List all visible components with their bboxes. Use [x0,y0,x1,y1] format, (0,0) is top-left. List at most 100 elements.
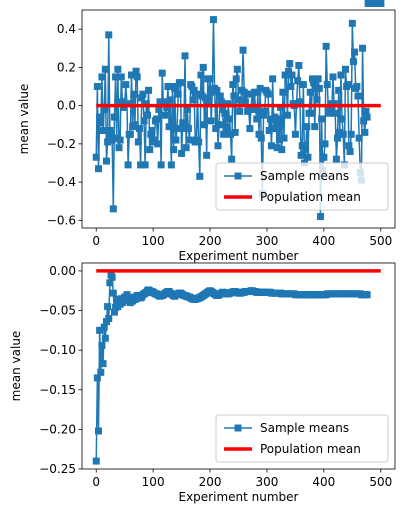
top-sample-mean-point [253,115,261,123]
top-sample-mean-point [120,104,128,112]
bottom-x-tick-label-200: 200 [199,475,222,489]
top-x-tick-label-400: 400 [312,234,335,248]
top-sample-mean-point [355,134,363,142]
top-sample-mean-point [283,111,291,119]
top-sample-mean-point [134,138,142,146]
top-y-tick-label-5: 0.4 [57,22,76,36]
top-sample-mean-point [302,146,310,154]
top-sample-mean-point [116,136,124,144]
top-sample-mean-point [128,71,136,79]
top-sample-mean-point [173,125,181,133]
top-sample-mean-point [174,90,182,98]
top-sample-mean-point [154,140,162,148]
top-sample-mean-point [363,113,371,121]
bottom-sample-mean-point [99,360,107,368]
top-sample-mean-point [95,165,102,173]
top-sample-mean-point [254,88,262,96]
top-sample-mean-point [105,31,113,39]
top-sample-mean-point [219,105,227,113]
top-chart-legend: Sample means Population mean [215,162,389,211]
top-chart-legend-box [215,162,389,211]
bottom-y-tick-label-2: −0.15 [39,383,76,397]
top-sample-mean-point [205,100,213,108]
top-sample-mean-point [303,123,311,131]
top-sample-mean-point [130,90,138,98]
top-sample-mean-point [318,115,326,123]
top-sample-mean-point [143,111,151,119]
bottom-chart-legend-sample-label: Sample means [260,421,349,435]
top-sample-mean-point [261,107,269,115]
top-sample-mean-point [278,146,286,154]
top-sample-mean-point [330,100,338,108]
top-sample-mean-point [348,19,356,27]
top-sample-mean-point [124,161,132,169]
top-sample-mean-point [162,111,170,119]
top-sample-mean-point [195,138,203,146]
top-sample-mean-point [362,107,370,115]
top-sample-mean-point [183,105,191,113]
top-sample-mean-point [126,130,134,138]
bottom-sample-mean-point [96,326,104,334]
top-x-tick-label-0: 0 [92,234,100,248]
top-sample-mean-point [269,75,277,83]
top-sample-mean-point [196,172,204,180]
top-sample-mean-point [98,73,106,81]
top-sample-mean-point [167,161,175,169]
top-sample-mean-point [104,138,112,146]
top-sample-mean-point [279,88,287,96]
top-sample-mean-point [315,84,323,92]
top-sample-mean-point [163,104,171,112]
top-sample-mean-point [133,73,141,81]
top-sample-mean-point [252,105,260,113]
top-sample-mean-point [274,119,282,127]
top-sample-mean-point [295,61,303,69]
top-sample-mean-point [146,146,154,154]
top-sample-mean-point [311,123,319,131]
top-sample-mean-point [294,77,302,85]
top-sample-mean-point [306,88,314,96]
top-sample-mean-point [239,46,247,54]
top-sample-mean-point [335,86,343,94]
top-sample-mean-point [209,16,217,24]
bottom-sample-mean-point [377,0,385,7]
top-y-tick-label-2: −0.2 [47,137,76,151]
top-sample-mean-point [93,82,101,90]
bottom-sample-mean-point [101,334,109,342]
bottom-x-tick-label-100: 100 [142,475,165,489]
top-sample-mean-point [131,121,139,129]
bottom-x-tick-label-400: 400 [312,475,335,489]
bottom-y-tick-label-1: −0.20 [39,422,76,436]
top-sample-mean-point [230,92,238,100]
top-sample-mean-point [328,104,336,112]
top-sample-mean-point [265,126,273,134]
bottom-chart-legend-sample-marker [234,424,242,432]
bottom-y-tick-label-4: −0.05 [39,304,76,318]
top-sample-mean-point [275,136,283,144]
top-sample-mean-point [264,90,272,98]
top-sample-mean-point [338,115,346,123]
bottom-chart-legend: Sample means Population mean [215,414,389,463]
top-sample-mean-point [190,86,198,94]
top-sample-mean-point [320,153,328,161]
top-sample-mean-point [322,42,330,50]
top-sample-mean-point [359,44,367,52]
bottom-sample-mean-point [106,279,114,287]
top-y-tick-label-1: −0.4 [47,175,76,189]
bottom-x-tick-label-0: 0 [92,475,100,489]
bottom-sample-mean-point [109,289,117,297]
top-chart: 0 100 200 300 400 500 −0.6 −0.4 −0.2 0.0 0.2 0.4 Ex… [17,0,396,263]
top-sample-mean-point [203,151,211,159]
top-sample-mean-point [106,126,114,134]
top-sample-mean-point [310,79,318,87]
bottom-sample-mean-point [108,273,116,281]
top-sample-mean-point [142,100,150,108]
top-sample-mean-point [256,84,264,92]
top-x-tick-label-300: 300 [256,234,279,248]
top-sample-mean-point [158,69,166,77]
bottom-x-tick-label-300: 300 [256,475,279,489]
bottom-chart-y-axis-label: mean value [9,331,23,402]
top-sample-mean-point [138,94,146,102]
bottom-y-tick-label-0: −0.25 [39,462,76,476]
top-sample-mean-point [197,71,205,79]
